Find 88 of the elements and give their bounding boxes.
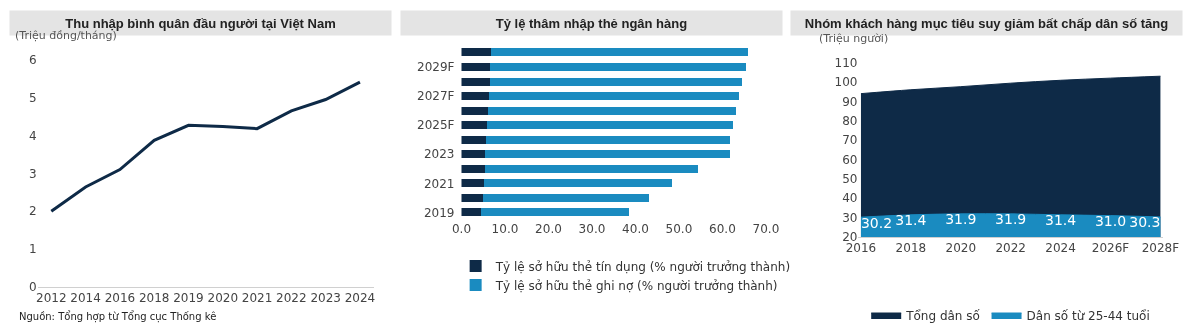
bar (461, 77, 490, 86)
bar (487, 121, 733, 130)
y-tick-label: 60 (842, 152, 858, 167)
bar (461, 150, 485, 159)
legend-label: Tỷ lệ sở hữu thẻ ghi nợ (% người trưởng thành) (494, 278, 778, 293)
y-tick-label: 2021 (423, 176, 455, 191)
bar (484, 150, 730, 159)
x-tick-label: 30.0 (578, 221, 606, 236)
x-tick-label: 2016 (104, 291, 136, 306)
bar (483, 193, 650, 202)
data-label: 31.4 (895, 212, 927, 229)
bar (461, 48, 492, 57)
y-tick-label: 80 (842, 113, 858, 128)
x-tick-label: 2018 (138, 291, 170, 306)
y-tick-label: 2023 (423, 147, 455, 162)
legend-label: Tỷ lệ sở hữu thẻ tín dụng (% người trưởng thành) (494, 259, 791, 274)
x-tick-label: 60.0 (709, 221, 736, 236)
x-tick-label: 2023 (310, 291, 341, 306)
x-tick-label: 2026F (1091, 241, 1130, 256)
data-label: 31.0 (1094, 213, 1127, 230)
data-label: 30.2 (860, 214, 893, 231)
bar (461, 121, 488, 130)
y-tick-label: 2019 (423, 205, 455, 220)
x-tick-label: 2024 (344, 291, 376, 306)
line-series (49, 80, 362, 213)
bar (488, 106, 737, 115)
y-tick-label: 4 (28, 128, 37, 143)
y-tick-label: 100 (834, 75, 858, 90)
y-tick-label: 2029F (417, 60, 455, 75)
y-tick-label: 3 (28, 166, 37, 181)
y-tick-label: 90 (842, 94, 858, 109)
y-tick-label: 50 (842, 172, 858, 187)
legend-label: Tổng dân số (905, 308, 981, 323)
x-tick-label: 0.0 (451, 221, 472, 236)
bar (485, 164, 699, 173)
x-tick-label: 50.0 (665, 221, 693, 236)
x-tick-label: 2016 (845, 241, 877, 256)
x-tick-label: 2012 (36, 291, 67, 306)
x-tick-label: 2022 (995, 241, 1026, 256)
y-tick-label: 2025F (417, 118, 455, 133)
y-tick-label: 30 (842, 210, 858, 225)
bar (461, 135, 486, 144)
x-tick-label: 20.0 (535, 221, 562, 236)
bar (490, 62, 746, 71)
bar (484, 179, 673, 188)
x-tick-label: 2014 (70, 291, 101, 306)
y-axis-title: (Triệu người) (819, 32, 889, 45)
x-tick-label: 70.0 (752, 221, 780, 236)
bar (481, 208, 630, 217)
bar (488, 92, 739, 101)
y-tick-label: 5 (28, 90, 37, 105)
y-tick-label: 2027F (417, 89, 455, 104)
x-tick-label: 2021 (241, 291, 273, 306)
data-label: 31.9 (945, 211, 977, 228)
chart-title: Nhóm khách hàng mục tiêu suy giảm bất chấp dân số tăng (804, 15, 1169, 31)
bar (461, 179, 485, 188)
y-tick-label: 110 (834, 55, 858, 70)
x-tick-label: 2022 (276, 291, 307, 306)
bar (461, 106, 489, 115)
y-tick-label: 70 (842, 133, 858, 148)
x-tick-label: 10.0 (491, 221, 519, 236)
x-tick-label: 2024 (1045, 241, 1076, 256)
x-tick-label: 2019 (173, 291, 204, 306)
data-label: 31.9 (995, 211, 1027, 228)
y-tick-label: 1 (28, 242, 37, 257)
text: Nguồn: Tổng hợp từ Tổng cục Thống kê (19, 310, 217, 323)
chart-title: Tỷ lệ thâm nhập thẻ ngân hàng (495, 15, 688, 31)
y-tick-label: 40 (842, 191, 858, 206)
bar (491, 48, 749, 57)
bar (461, 193, 484, 202)
bar (461, 164, 486, 173)
y-tick-label: 2 (28, 204, 37, 219)
data-label: 30.3 (1129, 214, 1161, 231)
y-tick-label: 6 (28, 52, 37, 67)
x-tick-label: 2020 (207, 291, 239, 306)
y-tick-label: 0 (28, 280, 37, 295)
x-tick-label: 2018 (895, 241, 927, 256)
x-tick-label: 2028F (1141, 241, 1180, 256)
bar (461, 208, 482, 217)
chart-title: Thu nhập bình quân đầu người tại Việt Nam (65, 15, 336, 31)
x-tick-label: 2020 (945, 241, 977, 256)
legend-label: Dân số từ 25-44 tuổi (1026, 308, 1150, 323)
data-label: 31.4 (1045, 212, 1077, 229)
bar (461, 92, 489, 101)
bar (485, 135, 731, 144)
x-tick-label: 40.0 (622, 221, 649, 236)
bar (489, 77, 743, 86)
bar (461, 62, 491, 71)
